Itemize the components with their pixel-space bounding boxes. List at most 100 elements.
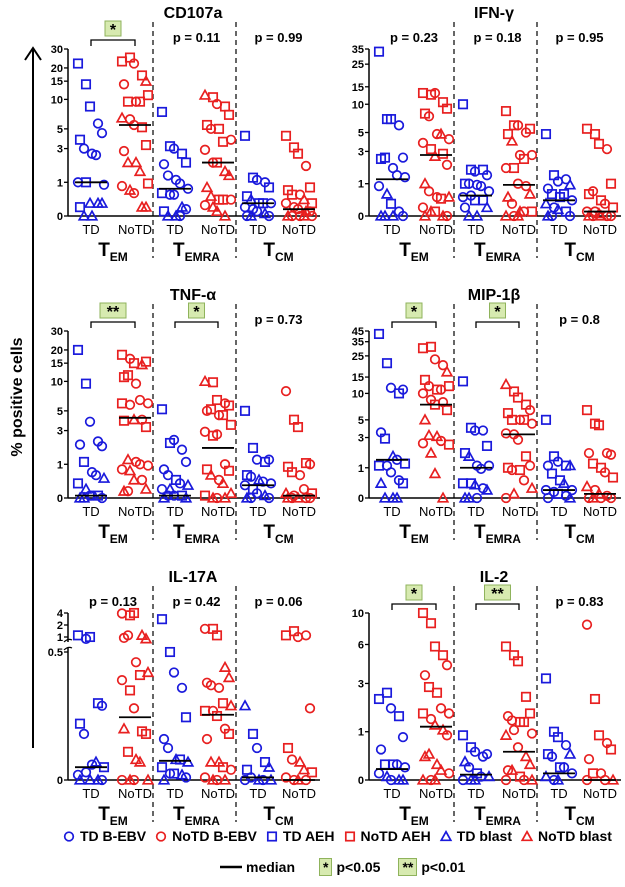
data-point [180,712,192,723]
subset-label: TEMRA [173,804,220,828]
square-marker-icon [344,831,355,842]
data-point [393,120,405,131]
data-point [468,478,482,490]
legend-marker [439,829,453,842]
data-point [512,742,524,753]
data-point [128,774,140,786]
y-tick-label: 10 [352,388,364,400]
data-point [518,153,530,165]
data-point [443,768,455,779]
data-point [223,109,235,120]
data-point [116,774,128,786]
data-point [263,454,275,465]
data-point [129,156,143,168]
data-point [73,773,87,785]
data-point [90,149,102,161]
data-point [589,693,601,705]
category-label: NoTD [419,786,453,801]
data-point [417,388,429,399]
subset-label: TEM [399,804,429,828]
data-point [90,469,102,481]
category-label: NoTD [118,222,152,237]
y-tick-label: 10 [51,94,63,106]
data-point [180,204,192,215]
significance-box [405,584,423,601]
data-point [558,762,570,773]
data-point [524,460,536,471]
data-point [428,773,442,785]
category-label: NoTD [118,786,152,801]
category-label: TD [249,222,266,237]
data-point [417,438,429,449]
data-point [499,377,513,390]
legend-item: TD blast [439,828,512,844]
data-point [156,188,168,199]
category-label: TD [383,786,400,801]
category-label: TD [550,786,567,801]
data-point [428,467,442,479]
legend-sig1: * p<0.05 [319,858,380,876]
data-point [542,492,554,504]
data-point [423,111,435,122]
data-point [441,103,453,114]
data-point [174,478,186,489]
category-label: NoTD [201,504,235,519]
category-label: NoTD [118,504,152,519]
data-point [524,123,536,134]
data-point [213,682,225,693]
data-point [582,209,596,221]
data-point [429,206,441,217]
data-point [416,773,430,785]
data-point [161,209,175,221]
data-point [457,99,469,110]
data-point [211,429,223,440]
data-point [541,209,555,221]
y-axis-arrow [24,46,42,748]
data-point [462,449,476,461]
data-point [158,159,170,170]
data-point [505,763,519,775]
y-tick-label: 10 [51,376,63,388]
data-point [210,204,224,217]
data-point [482,770,496,782]
data-point [245,471,257,482]
y-tick-label: 1 [358,727,364,739]
data-point [518,475,530,486]
data-point [481,170,493,181]
data-point [500,106,512,117]
data-point [431,687,443,698]
panel-title: IL-2 [480,569,509,586]
data-point [429,641,441,652]
data-point [77,491,91,503]
data-point [205,404,217,415]
data-point [548,170,560,181]
data-point [594,209,608,221]
data-point [168,434,180,446]
data-point [373,328,385,339]
data-point [508,724,520,736]
data-point [471,492,483,504]
data-point [518,414,530,425]
data-point [526,206,538,217]
data-point [306,767,318,778]
y-tick-label: 3 [358,146,364,158]
data-point [380,187,394,199]
data-point [127,413,141,425]
data-point [483,186,495,197]
significance-stars: * [411,304,418,321]
data-point [280,130,292,141]
y-tick-label: 0 [57,775,63,787]
data-point [96,700,108,711]
data-point [200,180,214,193]
data-point [385,467,397,478]
data-point [96,774,108,786]
data-point [552,732,564,743]
data-point [134,96,146,107]
data-point [162,742,174,754]
data-point [77,209,91,221]
data-point [245,492,257,504]
data-point [72,478,84,489]
data-point [85,209,99,221]
y-tick-label: 0 [57,493,63,505]
data-point [546,210,558,222]
